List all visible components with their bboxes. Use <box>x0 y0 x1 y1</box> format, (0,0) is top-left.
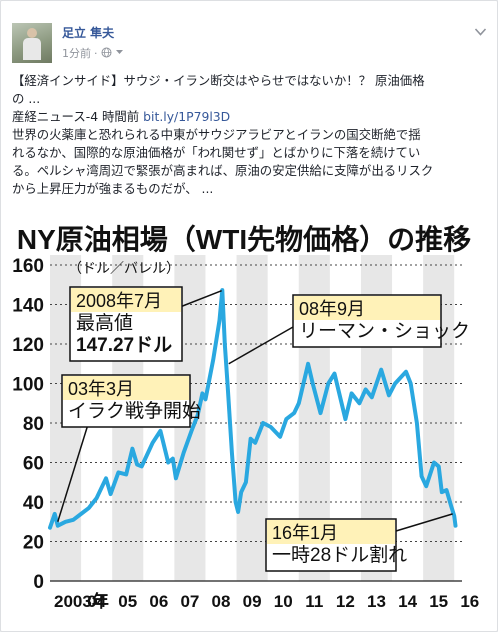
callout-pointer <box>57 417 91 522</box>
callout-highlight <box>71 288 181 312</box>
source-label: 産経ニュース-4 時間前 <box>12 109 140 124</box>
y-tick-label: 0 <box>33 572 44 593</box>
callout-highlight <box>294 296 440 320</box>
y-tick-label: 40 <box>23 493 44 514</box>
callout-text: 147.27ドル <box>76 335 172 356</box>
y-tick-label: 140 <box>12 296 44 317</box>
callout-text: イラク戦争開始 <box>68 400 201 422</box>
callout-text: 03年3月 <box>68 379 134 399</box>
chart-gridlines <box>50 264 462 582</box>
headline-line-2[interactable]: の ... <box>12 91 41 106</box>
callout-text: 一時28ドル割れ <box>272 544 407 566</box>
wti-price-line <box>48 288 458 530</box>
author-name[interactable]: 足立 隼夫 <box>62 26 115 40</box>
callout-text: 16年1月 <box>272 523 338 543</box>
y-tick-label: 120 <box>12 335 44 356</box>
data-points <box>49 290 456 528</box>
post-time[interactable]: 1分前 <box>62 47 91 60</box>
y-tick-labels: 160 140 120 100 80 60 40 20 0 <box>12 256 44 593</box>
y-tick-label: 20 <box>23 533 44 554</box>
x-tick-label: 10 <box>274 592 293 611</box>
x-tick-label: 11 <box>305 592 323 611</box>
x-tick-label: 14 <box>398 592 417 611</box>
y-tick-label: 100 <box>12 375 44 396</box>
meta-dot: · <box>94 47 98 60</box>
x-tick-label: 12 <box>336 592 355 611</box>
globe-icon[interactable] <box>101 47 112 58</box>
callout-highlight <box>63 376 189 400</box>
avatar-body <box>23 38 41 60</box>
callout-text: 2008年7月 <box>76 291 162 311</box>
callout-highlight <box>267 520 395 544</box>
avatar[interactable] <box>12 23 52 63</box>
callout-text: リーマン・ショック <box>299 320 470 342</box>
x-tick-label: 13 <box>367 592 386 611</box>
avatar-head <box>27 28 37 38</box>
body-line-3: る。ペルシャ湾周辺で緊張が高まれば、原油の安定供給に支障が出るリスク <box>12 163 434 178</box>
x-tick-label: 06 <box>149 592 168 611</box>
source-line: 産経ニュース-4 時間前 bit.ly/1P79l3D <box>12 108 487 126</box>
x-tick-label: 04 <box>87 592 106 611</box>
chevron-down-icon[interactable] <box>115 48 124 57</box>
callout-pointer <box>179 289 222 308</box>
oil-price-chart: NY原油相場（WTI先物価格）の推移 （ドル／バレル） 160140120100… <box>12 223 479 611</box>
source-link[interactable]: bit.ly/1P79l3D <box>143 109 231 124</box>
y-axis-unit: （ドル／バレル） <box>68 260 180 276</box>
chart-container[interactable]: NY原油相場（WTI先物価格）の推移 （ドル／バレル） 160 140 120 100… <box>10 215 490 615</box>
x-tick-label: 07 <box>180 592 199 611</box>
x-tick-label: 05 <box>118 592 137 611</box>
callout-text: 08年9月 <box>299 299 365 319</box>
headline-line-1[interactable]: 【経済インサイド】サウジ・イラン断交はやらせではないか！？ 原油価格 <box>12 73 425 88</box>
body-line-1: 世界の火薬庫と恐れられる中東がサウジアラビアとイランの国交断絶で揺 <box>12 127 421 142</box>
y-tick-label: 80 <box>23 414 44 435</box>
x-tick-label: 08 <box>212 592 231 611</box>
post-text: 【経済インサイド】サウジ・イラン断交はやらせではないか！？ 原油価格 の ...… <box>12 72 487 198</box>
year-stripe <box>236 255 268 581</box>
chart-title: NY原油相場（WTI先物価格）の推移 <box>17 223 471 255</box>
body-line-2: れるなか、国際的な原油価格が「われ関せず」とばかりに下落を続けてい <box>12 145 421 160</box>
body-line-4: から上昇圧力が強まるものだが、 ... <box>12 181 214 196</box>
x-tick-label: 2003年 <box>54 591 109 611</box>
y-tick-label: 160 <box>12 256 44 277</box>
callout-pointer <box>228 326 294 365</box>
x-tick-label: 16 <box>460 592 479 611</box>
x-tick-label: 15 <box>429 592 448 611</box>
callout-pointer <box>395 513 453 532</box>
callout-text: 最高値 <box>76 312 133 334</box>
post-meta: 1分前 · <box>62 45 124 61</box>
x-tick-label: 09 <box>243 592 262 611</box>
y-tick-label: 60 <box>23 454 44 475</box>
post-options-chevron-icon[interactable] <box>474 27 487 37</box>
